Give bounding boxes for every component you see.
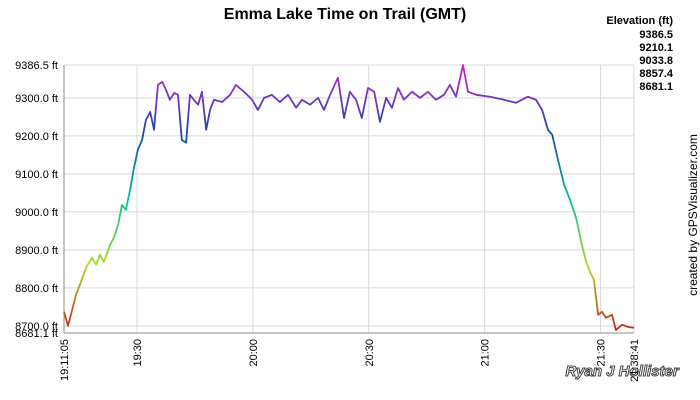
legend-entry: 8857.4 [639,68,674,80]
chart-title: Emma Lake Time on Trail (GMT) [224,6,466,23]
x-tick-label: 21:00 [480,339,492,367]
y-tick-label: 8681.1 ft [15,328,58,340]
y-tick-label: 9100.0 ft [15,169,58,181]
elevation-line [63,64,635,331]
x-tick-label: 20:00 [248,339,260,367]
x-tick-label: 21:38:41 [629,339,641,382]
x-tick-label: 21:30 [595,339,607,367]
legend-entry: 9386.5 [639,29,673,41]
y-tick-label: 9000.0 ft [15,207,58,219]
credit: created by GPSVisualizer.com [686,134,700,296]
legend-entry: 9033.8 [639,55,673,67]
y-tick-label: 8700.0 ft [15,321,58,333]
y-tick-label: 9300.0 ft [15,93,58,105]
x-tick-label: 20:30 [364,339,376,367]
y-tick-label: 9386.5 ft [15,60,58,72]
y-tick-label: 9200.0 ft [15,131,58,143]
legend-title: Elevation (ft) [606,15,673,27]
y-tick-label: 8800.0 ft [15,283,58,295]
y-tick-label: 8900.0 ft [15,245,58,257]
legend-entry: 8681.1 [639,81,673,93]
watermark: Ryan J Hollister [565,363,680,380]
legend-entry: 9210.1 [639,42,673,54]
x-tick-label: 19:30 [132,339,144,367]
x-tick-label: 19:11:05 [59,339,71,381]
